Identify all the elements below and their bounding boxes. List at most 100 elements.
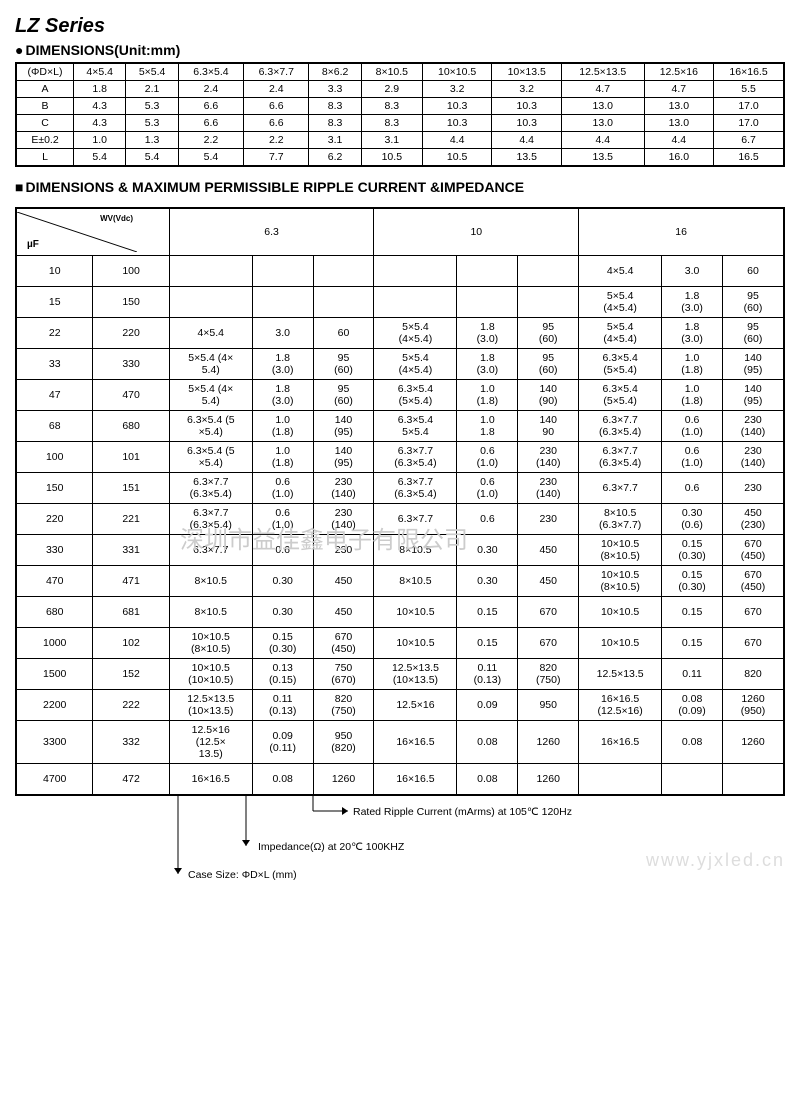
ripple-cell: 101 [93,442,169,473]
ripple-cell: 230(140) [723,442,785,473]
ripple-cell: 95(60) [723,287,785,318]
ripple-cell: 3.0 [662,256,723,287]
ripple-cell: 1.8(3.0) [252,349,313,380]
dim-cell: 3.3 [309,81,361,98]
ripple-cell: 330 [16,535,93,566]
ripple-cell: 4700 [16,764,93,796]
ripple-cell: 1.8(3.0) [457,349,518,380]
ripple-cell: 950(820) [313,721,374,764]
ripple-cell: 6.3×7.7 [579,473,662,504]
dim-cell: 3.2 [422,81,492,98]
ripple-cell: 1.8(3.0) [457,318,518,349]
ripple-cell: 1260 [518,721,579,764]
dim-cell: 4.7 [562,81,645,98]
ripple-cell: 8×10.5(6.3×7.7) [579,504,662,535]
table-row: L5.45.45.47.76.210.510.513.513.516.016.5 [16,149,784,167]
ripple-cell: 8×10.5 [169,566,252,597]
ripple-cell: 670(450) [313,628,374,659]
dim-cell: 1.0 [74,132,126,149]
ripple-cell: 1.0(1.8) [662,349,723,380]
ripple-cell: 16×16.5 [169,764,252,796]
dim-cell: 2.9 [361,81,422,98]
ripple-cell: 6.3×7.7(6.3×5.4) [374,442,457,473]
ripple-cell: 450(230) [723,504,785,535]
ripple-cell: 8×10.5 [374,566,457,597]
ripple-cell [252,287,313,318]
ripple-cell: 0.15 [457,628,518,659]
dim-cell: 3.2 [492,81,562,98]
dim-cell: 2.2 [178,132,243,149]
diag-uf-label: µF [27,239,39,250]
ripple-cell [579,764,662,796]
ripple-cell: 4×5.4 [579,256,662,287]
table-row: 150015210×10.5(10×10.5)0.13(0.15)750(670… [16,659,784,690]
dim-cell: 4.4 [562,132,645,149]
ripple-cell: 47 [16,380,93,411]
dim-cell: 1.8 [74,81,126,98]
dim-col-header: 4×5.4 [74,63,126,81]
dim-cell: 2.1 [126,81,178,98]
ripple-cell: 6.3×7.7(6.3×5.4) [579,442,662,473]
dim-cell: B [16,98,74,115]
ripple-cell: 95(60) [723,318,785,349]
ripple-cell: 12.5×13.5 [579,659,662,690]
ripple-cell [457,287,518,318]
ripple-cell: 95(60) [313,380,374,411]
annotations: Rated Ripple Current (mArms) at 105℃ 120… [143,796,785,886]
dim-cell: 1.3 [126,132,178,149]
ripple-cell: 670(450) [723,566,785,597]
ripple-cell: 670 [723,628,785,659]
ripple-cell: 1.0(1.8) [457,380,518,411]
dim-cell: 13.5 [492,149,562,167]
ripple-cell: 950 [518,690,579,721]
ripple-cell: 0.11(0.13) [457,659,518,690]
ripple-cell: 6.3×5.4(5×5.4) [374,380,457,411]
dim-cell: 13.0 [644,98,714,115]
table-row: B4.35.36.66.68.38.310.310.313.013.017.0 [16,98,784,115]
ripple-cell: 681 [93,597,169,628]
dim-cell: 13.0 [644,115,714,132]
ripple-cell: 0.6 [457,504,518,535]
ripple-cell: 1000 [16,628,93,659]
ripple-cell: 230(140) [518,442,579,473]
table-row: 101004×5.43.060 [16,256,784,287]
ripple-cell: 230 [518,504,579,535]
dim-cell: 7.7 [244,149,309,167]
table-row: 6806818×10.50.3045010×10.50.1567010×10.5… [16,597,784,628]
dim-col-header: 6.3×7.7 [244,63,309,81]
ripple-cell: 1.0(1.8) [252,411,313,442]
dim-col-header: 8×10.5 [361,63,422,81]
ripple-cell: 222 [93,690,169,721]
dim-cell: 6.6 [178,98,243,115]
ripple-cell: 16×16.5 [579,721,662,764]
ripple-cell: 0.15(0.30) [662,535,723,566]
dim-cell: 5.5 [714,81,784,98]
table-row: 220022212.5×13.5(10×13.5)0.11(0.13)820(7… [16,690,784,721]
ripple-cell: 4×5.4 [169,318,252,349]
ripple-cell: 450 [518,566,579,597]
dim-cell: 4.7 [644,81,714,98]
ripple-cell: 10×10.5 [579,597,662,628]
ripple-cell: 450 [313,597,374,628]
page-title: LZ Series [15,15,785,38]
dim-cell: 16.5 [714,149,784,167]
ripple-cell: 6.3×7.7 [169,535,252,566]
ripple-cell: 0.15 [457,597,518,628]
dim-cell: 6.6 [244,115,309,132]
ripple-cell: 100 [16,442,93,473]
table-row: 333305×5.4 (4×5.4)1.8(3.0)95(60)5×5.4(4×… [16,349,784,380]
ripple-cell [252,256,313,287]
ripple-cell: 5×5.4 (4×5.4) [169,349,252,380]
ripple-cell: 230(140) [313,473,374,504]
ripple-cell [169,256,252,287]
dim-cell: 6.6 [244,98,309,115]
ripple-cell: 332 [93,721,169,764]
ripple-cell: 221 [93,504,169,535]
ripple-cell: 6.3×5.4(5×5.4) [579,349,662,380]
dim-cell: 2.4 [178,81,243,98]
dim-col-header: 16×16.5 [714,63,784,81]
ripple-cell: 10×10.5(10×10.5) [169,659,252,690]
ripple-cell [374,287,457,318]
table-row: 686806.3×5.4 (5×5.4)1.0(1.8)140(95)6.3×5… [16,411,784,442]
ripple-cell [313,287,374,318]
